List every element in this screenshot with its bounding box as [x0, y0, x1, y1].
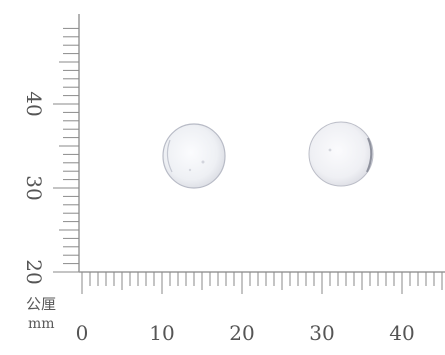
bottom-tick-label: 40 — [389, 321, 414, 345]
left-ruler-ticks — [53, 27, 79, 273]
bottom-ruler-ticks — [81, 272, 443, 294]
left-tick-label: 20 — [22, 259, 46, 284]
unit-label-mm: mm — [28, 316, 55, 332]
bottom-ruler-labels: 0 10 20 30 40 — [76, 321, 415, 345]
unit-label-cn: 公厘 — [26, 295, 56, 313]
bottom-tick-label: 0 — [76, 321, 89, 345]
tablet-right — [308, 121, 374, 187]
left-tick-label: 30 — [22, 175, 46, 200]
left-tick-label: 40 — [22, 91, 46, 116]
tablet-left — [162, 123, 226, 189]
left-ruler-labels: 20 30 40 — [22, 91, 46, 284]
bottom-tick-label: 20 — [229, 321, 254, 345]
bottom-tick-label: 30 — [309, 321, 334, 345]
bottom-tick-label: 10 — [149, 321, 174, 345]
